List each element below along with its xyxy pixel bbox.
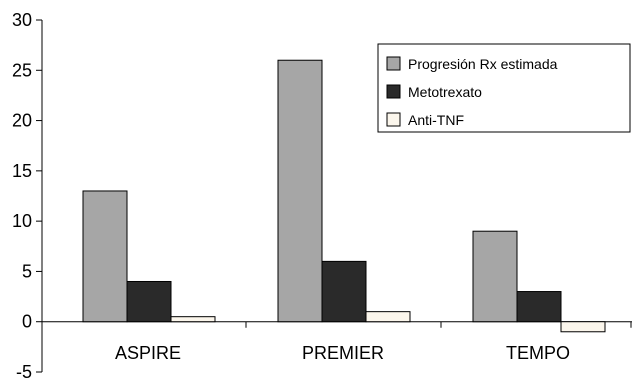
legend-label: Metotrexato [408, 84, 482, 100]
bar-tempo-series-1 [516, 291, 562, 323]
legend-swatch [386, 84, 401, 99]
y-axis-tick-label: 25 [12, 60, 32, 80]
legend-swatch [386, 56, 401, 71]
y-axis-tick-label: 20 [12, 111, 32, 131]
y-axis-ticks: -5 0 5 10 15 20 25 30 [12, 10, 42, 382]
bar-aspire-series-1 [126, 280, 172, 323]
bars [82, 59, 606, 333]
bar-aspire-series-2 [170, 316, 216, 323]
y-axis-tick-label: 5 [22, 261, 32, 281]
bar-tempo-series-2 [560, 321, 606, 333]
legend-swatch [386, 112, 401, 127]
x-axis-labels: ASPIRE PREMIER TEMPO [115, 343, 570, 363]
bar-aspire-series-0 [82, 190, 128, 323]
y-axis-tick-label: 30 [12, 10, 32, 30]
bar-premier-series-2 [365, 311, 411, 323]
x-axis-category-label: PREMIER [302, 343, 384, 363]
bar-tempo-series-0 [472, 230, 518, 323]
y-axis-tick-label: 10 [12, 211, 32, 231]
legend-box [377, 43, 631, 133]
y-axis-tick-label: 0 [22, 312, 32, 332]
x-axis-category-label: TEMPO [506, 343, 570, 363]
y-axis-tick-label: 15 [12, 161, 32, 181]
legend-label: Anti-TNF [408, 112, 464, 128]
legend-label: Progresión Rx estimada [408, 56, 558, 72]
bar-premier-series-1 [321, 260, 367, 323]
x-axis-category-label: ASPIRE [115, 343, 181, 363]
y-axis-tick-label: -5 [16, 362, 32, 382]
legend: Progresión Rx estimada Metotrexato Anti-TN… [377, 43, 631, 133]
bar-premier-series-0 [277, 59, 323, 323]
